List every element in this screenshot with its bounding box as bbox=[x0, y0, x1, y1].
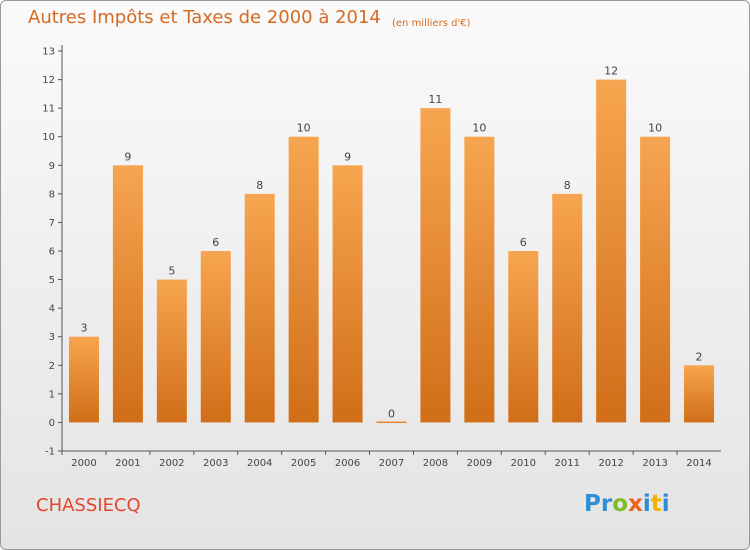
x-tick-label: 2014 bbox=[686, 458, 711, 469]
y-tick-label: 1 bbox=[49, 389, 55, 400]
logo-letter: i bbox=[642, 491, 651, 517]
x-tick-label: 2000 bbox=[71, 458, 96, 469]
y-tick-label: 4 bbox=[49, 304, 55, 315]
logo-letter: i bbox=[661, 491, 670, 517]
x-tick-label: 2007 bbox=[379, 458, 404, 469]
bar-2009 bbox=[464, 136, 495, 423]
x-tick-label: 2002 bbox=[159, 458, 184, 469]
y-tick-label: 10 bbox=[42, 132, 55, 143]
x-tick-label: 2010 bbox=[511, 458, 536, 469]
bar-2012 bbox=[596, 79, 627, 423]
bar-value-label: 2 bbox=[696, 350, 703, 363]
x-tick-label: 2003 bbox=[203, 458, 228, 469]
x-tick-label: 2009 bbox=[467, 458, 492, 469]
y-tick-label: 0 bbox=[49, 418, 55, 429]
x-tick-label: 2005 bbox=[291, 458, 316, 469]
bar-2007 bbox=[376, 421, 407, 423]
logo-letter: x bbox=[628, 491, 643, 517]
y-tick-label: 6 bbox=[49, 247, 55, 258]
proxiti-logo: Proxiti bbox=[584, 491, 670, 517]
bar-2003 bbox=[200, 251, 231, 423]
bar-value-label: 8 bbox=[256, 179, 263, 192]
bar-value-label: 10 bbox=[297, 122, 311, 135]
bar-2010 bbox=[508, 251, 539, 423]
chart-labels: 3 9 5 6 8 10 9 0 11 10 6 8 12 10 2 bbox=[80, 65, 702, 421]
bar-value-label: 6 bbox=[520, 236, 527, 249]
bar-2002 bbox=[156, 279, 187, 423]
bar-value-label: 3 bbox=[80, 322, 87, 335]
bar-value-label: 12 bbox=[604, 65, 618, 78]
bar-value-label: 6 bbox=[212, 236, 219, 249]
bar-value-label: 8 bbox=[564, 179, 571, 192]
x-tick-label: 2013 bbox=[642, 458, 667, 469]
chart-bars bbox=[68, 79, 715, 423]
logo-letter: r bbox=[600, 491, 613, 517]
y-tick-label: -1 bbox=[45, 447, 55, 458]
bar-value-label: 9 bbox=[124, 150, 131, 163]
bar-2001 bbox=[112, 165, 143, 423]
bar-value-label: 10 bbox=[472, 122, 486, 135]
y-tick-label: 13 bbox=[42, 47, 55, 58]
bar-2008 bbox=[420, 108, 451, 423]
x-tick-label: 2011 bbox=[555, 458, 580, 469]
commune-name: CHASSIECQ bbox=[36, 495, 141, 516]
bar-value-label: 10 bbox=[648, 122, 662, 135]
x-tick-label: 2012 bbox=[598, 458, 623, 469]
bar-value-label: 11 bbox=[428, 93, 442, 106]
y-tick-label: 7 bbox=[49, 218, 55, 229]
y-tick-label: 5 bbox=[49, 275, 55, 286]
logo-letter: P bbox=[584, 491, 601, 517]
y-tick-label: 2 bbox=[49, 361, 55, 372]
bar-2004 bbox=[244, 193, 275, 423]
logo-letter: t bbox=[650, 491, 662, 517]
x-tick-label: 2008 bbox=[423, 458, 448, 469]
y-tick-label: 8 bbox=[49, 189, 55, 200]
bar-2005 bbox=[288, 136, 319, 423]
bar-value-label: 0 bbox=[388, 407, 395, 420]
bar-2013 bbox=[640, 136, 671, 423]
logo-letter: o bbox=[612, 491, 629, 517]
y-tick-label: 12 bbox=[42, 75, 55, 86]
y-tick-label: 3 bbox=[49, 332, 55, 343]
bar-2000 bbox=[68, 336, 99, 423]
chart-title: Autres Impôts et Taxes de 2000 à 2014 bbox=[28, 7, 381, 28]
x-tick-label: 2006 bbox=[335, 458, 360, 469]
bar-2014 bbox=[684, 365, 715, 423]
y-tick-label: 9 bbox=[49, 161, 55, 172]
bar-value-label: 5 bbox=[168, 265, 175, 278]
bar-2006 bbox=[332, 165, 363, 423]
x-tick-label: 2004 bbox=[247, 458, 272, 469]
x-tick-label: 2001 bbox=[115, 458, 140, 469]
bar-2011 bbox=[552, 193, 583, 423]
chart-subtitle: (en milliers d'€) bbox=[392, 18, 471, 29]
bar-value-label: 9 bbox=[344, 150, 351, 163]
y-tick-label: 11 bbox=[42, 104, 55, 115]
